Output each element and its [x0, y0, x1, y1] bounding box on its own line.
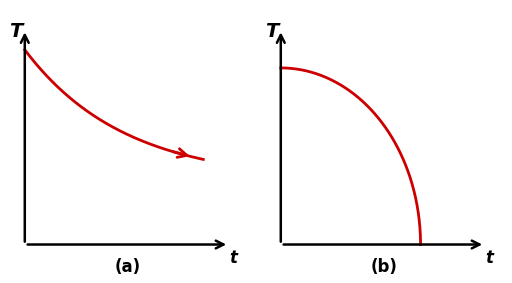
Text: t: t [229, 249, 238, 267]
Text: t: t [485, 249, 494, 267]
Text: T: T [10, 22, 23, 41]
Text: (b): (b) [371, 258, 397, 276]
Text: (a): (a) [115, 258, 141, 276]
Text: T: T [266, 22, 279, 41]
